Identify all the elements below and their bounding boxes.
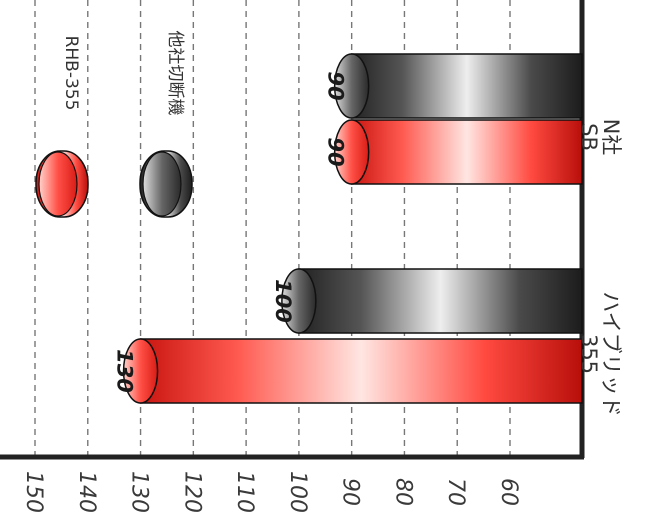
bar-cap <box>281 268 317 334</box>
bar-body <box>139 338 583 404</box>
category-label-line: ハイブリッド <box>599 291 623 417</box>
tick-label: 80 <box>390 478 415 506</box>
bar-cap <box>333 53 370 119</box>
tick-label: 70 <box>443 478 468 506</box>
value-label: 90 <box>324 137 348 166</box>
bars <box>122 53 583 404</box>
tick-label: 60 <box>496 478 521 506</box>
tick-label: 100 <box>285 471 310 513</box>
value-label: 100 <box>271 279 295 323</box>
legend: RHB-355 他社切断機 <box>35 31 193 218</box>
legend-swatch <box>139 150 193 218</box>
bar-cap <box>122 338 159 404</box>
bar-body <box>350 53 583 119</box>
category-label: ハイブリッド355 <box>577 291 623 417</box>
category-label-line: SB <box>577 123 601 151</box>
tick-label: 150 <box>21 471 46 513</box>
legend-label: RHB-355 <box>61 36 81 111</box>
tick-label: 140 <box>74 471 99 513</box>
bar-cap <box>333 119 370 185</box>
bar-body <box>298 268 583 334</box>
value-label: 90 <box>324 71 348 100</box>
category-label-line: N社 <box>599 119 623 156</box>
tick-label: 130 <box>127 471 152 513</box>
value-labels: 100 130 90 90 <box>113 71 348 393</box>
value-label: 130 <box>113 349 137 393</box>
category-label: N社SB <box>577 119 623 156</box>
legend-swatch-cap <box>38 151 78 217</box>
legend-label: 他社切断機 <box>165 31 185 116</box>
bar-body <box>350 119 583 185</box>
bar <box>333 53 583 119</box>
category-label-line: 355 <box>577 334 601 374</box>
bar <box>281 268 583 334</box>
bar <box>333 119 583 185</box>
bar <box>122 338 583 404</box>
legend-swatch-cap <box>142 151 182 217</box>
legend-swatch <box>35 150 89 218</box>
category-labels: ハイブリッド355 N社SB <box>577 119 623 417</box>
tick-label: 120 <box>179 471 204 513</box>
tick-label: 90 <box>338 478 363 506</box>
tick-label: 110 <box>232 471 257 513</box>
